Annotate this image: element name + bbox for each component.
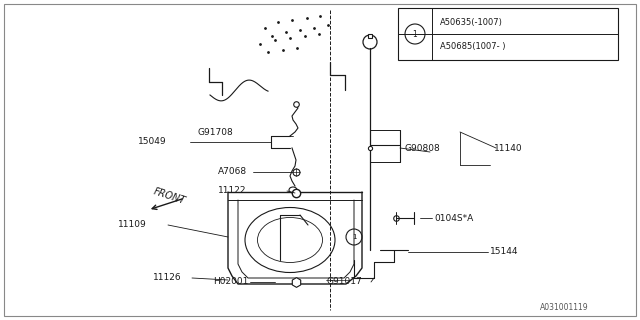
Text: A7068: A7068 [218,166,247,175]
Text: G91017: G91017 [326,277,362,286]
Text: 11126: 11126 [153,274,182,283]
Text: 15144: 15144 [490,246,518,255]
Bar [398,8,618,60]
Text: 11140: 11140 [494,143,523,153]
Text: 0104S*A: 0104S*A [434,213,473,222]
Text: FRONT: FRONT [152,186,187,206]
Text: G90808: G90808 [404,143,440,153]
Text: A50685(1007- ): A50685(1007- ) [440,42,506,51]
Text: 1: 1 [413,29,417,38]
Text: G91708: G91708 [197,127,233,137]
Text: A50635(-1007): A50635(-1007) [440,18,503,27]
Text: 15049: 15049 [138,137,166,146]
Text: A031001119: A031001119 [540,303,589,313]
Text: 1: 1 [352,234,356,240]
Text: 11122: 11122 [218,186,246,195]
Text: H02001: H02001 [213,277,248,286]
Text: 11109: 11109 [118,220,147,228]
